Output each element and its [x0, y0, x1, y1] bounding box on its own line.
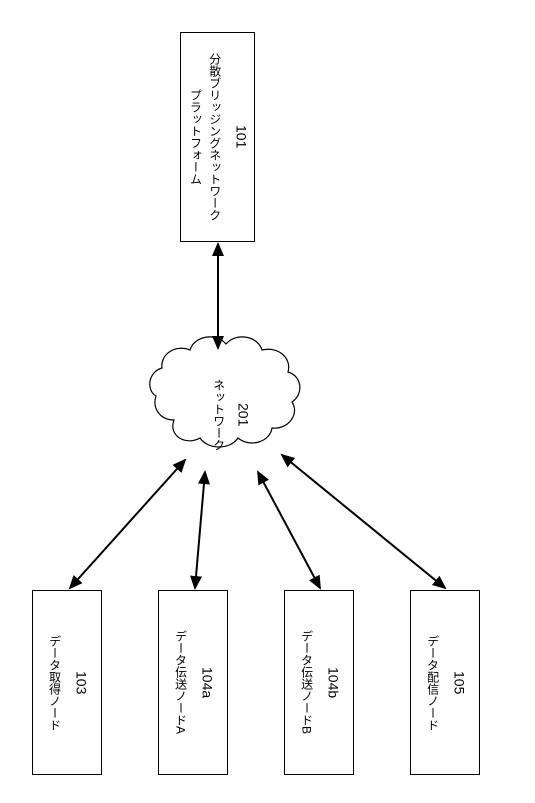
cloud-number: 201 [236, 403, 252, 426]
cloud-text: ネットワーク 201 [200, 360, 260, 470]
edge-arrow [258, 472, 320, 588]
node-104a-box: データ伝送ノードA 104a [158, 590, 228, 775]
node-103-number: 103 [74, 671, 90, 694]
node-104b-number: 104b [326, 667, 342, 698]
node-105-box: データ配信ノード 105 [410, 590, 480, 775]
edge-arrow [70, 460, 185, 588]
platform-box: 分散ブリッジングネットワーク プラットフォーム 101 [180, 32, 255, 242]
node-103-label: データ取得ノード [44, 635, 63, 731]
edge-arrow [195, 472, 205, 588]
node-105-label: データ配信ノード [422, 635, 441, 731]
platform-number: 101 [234, 125, 250, 148]
node-103-box: データ取得ノード 103 [32, 590, 102, 775]
node-104a-label: データ伝送ノードA [170, 630, 189, 734]
diagram-stage: 分散ブリッジングネットワーク プラットフォーム 101 ネットワーク 201 デ… [0, 0, 535, 803]
node-104a-number: 104a [200, 667, 216, 698]
node-105-number: 105 [452, 671, 468, 694]
cloud-label: ネットワーク [208, 379, 227, 451]
platform-label: 分散ブリッジングネットワーク プラットフォーム [185, 53, 223, 221]
edge-arrow [282, 455, 445, 588]
node-104b-box: データ伝送ノードB 104b [284, 590, 354, 775]
node-104b-label: データ伝送ノードB [296, 630, 315, 734]
